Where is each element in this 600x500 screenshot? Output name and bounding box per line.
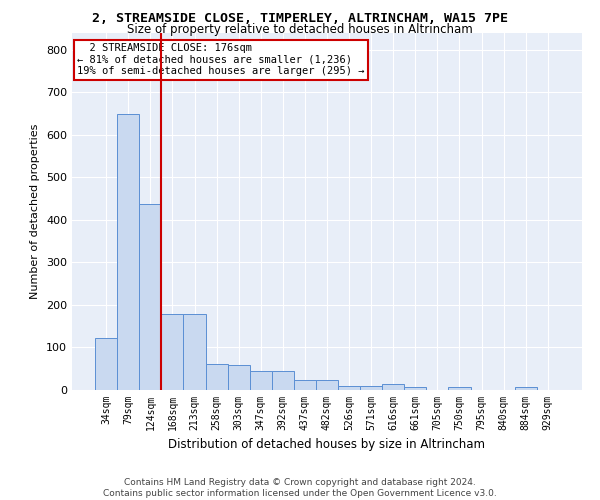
Bar bbox=[382, 384, 404, 390]
Text: 2, STREAMSIDE CLOSE, TIMPERLEY, ALTRINCHAM, WA15 7PE: 2, STREAMSIDE CLOSE, TIMPERLEY, ALTRINCH… bbox=[92, 12, 508, 26]
Bar bbox=[117, 114, 139, 390]
Bar bbox=[250, 372, 272, 390]
Bar bbox=[448, 387, 470, 390]
Bar bbox=[404, 387, 427, 390]
Bar bbox=[294, 380, 316, 390]
Bar bbox=[161, 314, 184, 390]
Bar bbox=[139, 204, 161, 390]
Bar bbox=[316, 380, 338, 390]
Bar bbox=[206, 364, 227, 390]
Text: Size of property relative to detached houses in Altrincham: Size of property relative to detached ho… bbox=[127, 22, 473, 36]
Bar bbox=[95, 338, 117, 390]
Bar bbox=[184, 314, 206, 390]
Bar bbox=[338, 386, 360, 390]
Bar bbox=[360, 386, 382, 390]
Text: 2 STREAMSIDE CLOSE: 176sqm  
← 81% of detached houses are smaller (1,236)
19% of: 2 STREAMSIDE CLOSE: 176sqm ← 81% of deta… bbox=[77, 43, 365, 76]
Y-axis label: Number of detached properties: Number of detached properties bbox=[31, 124, 40, 299]
Bar bbox=[272, 372, 294, 390]
X-axis label: Distribution of detached houses by size in Altrincham: Distribution of detached houses by size … bbox=[169, 438, 485, 452]
Text: Contains HM Land Registry data © Crown copyright and database right 2024.
Contai: Contains HM Land Registry data © Crown c… bbox=[103, 478, 497, 498]
Bar bbox=[227, 366, 250, 390]
Bar bbox=[515, 386, 537, 390]
